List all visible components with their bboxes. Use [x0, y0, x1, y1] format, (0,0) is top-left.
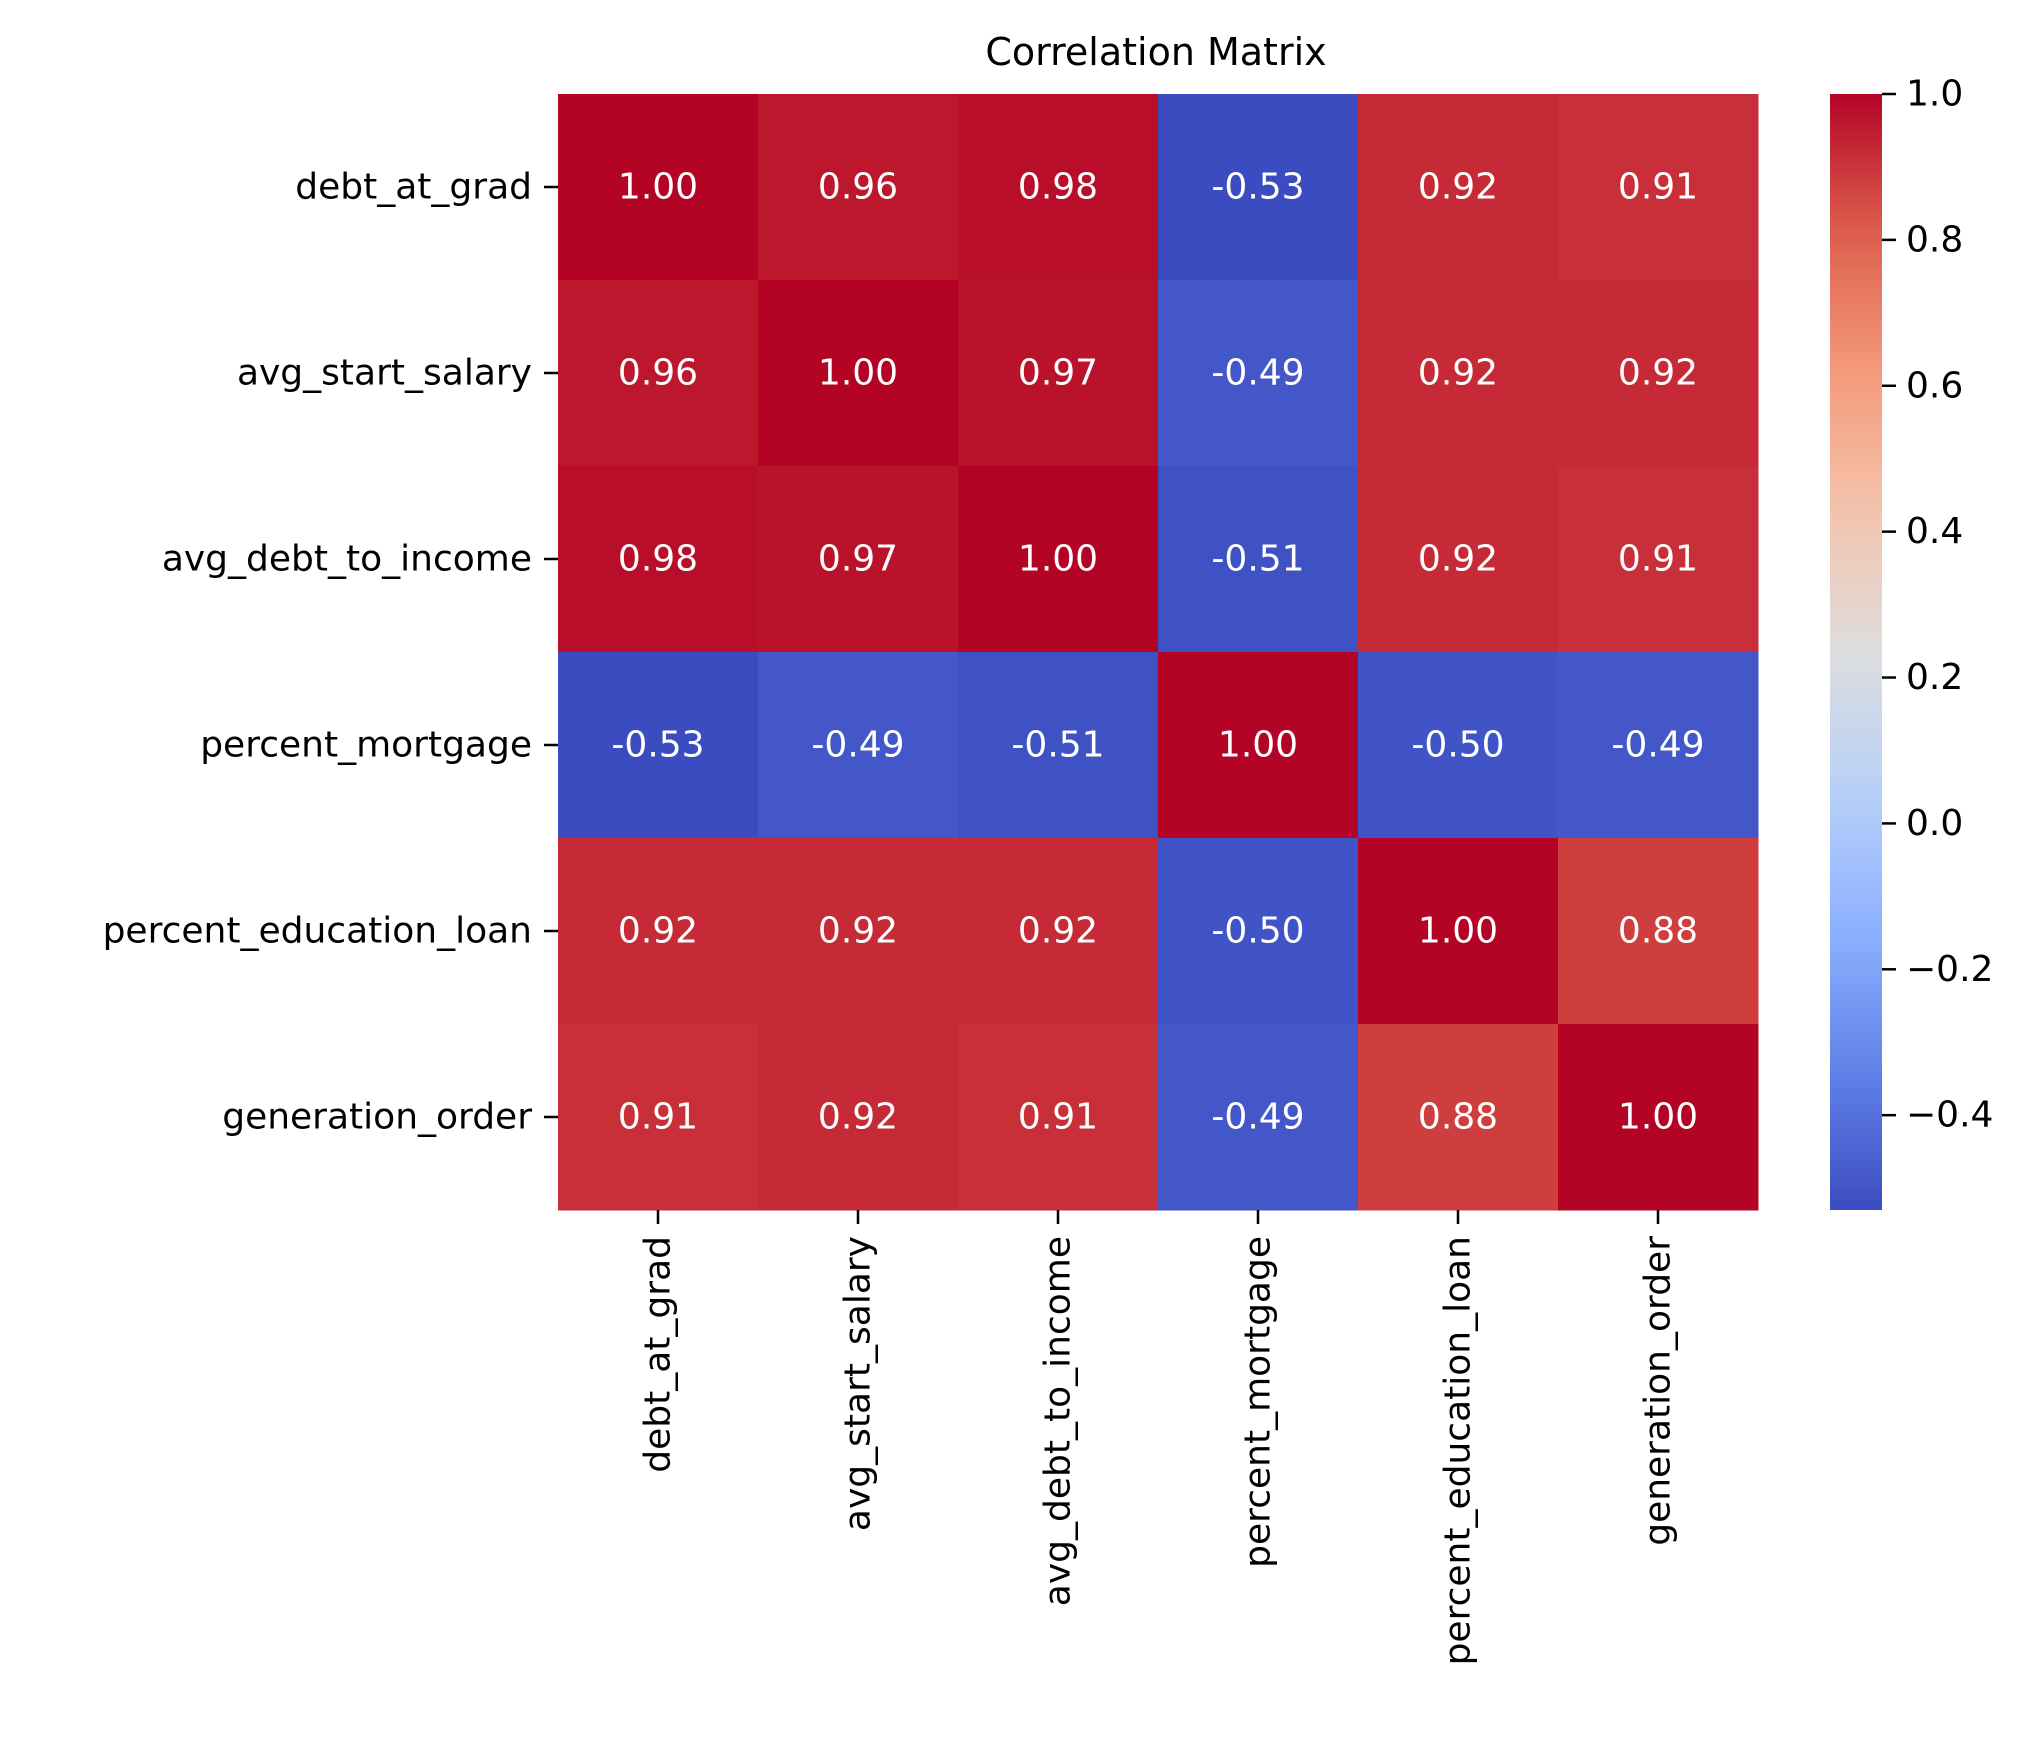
- heatmap-cell: [1158, 838, 1359, 1025]
- cell-value-label: 1.00: [818, 353, 898, 394]
- heatmap-cell: [558, 652, 759, 839]
- heatmap-cell: [1158, 652, 1359, 839]
- heatmap-cell: [958, 280, 1159, 467]
- cell-value-label: 0.92: [1418, 167, 1498, 208]
- cell-value-label: 1.00: [1618, 1097, 1698, 1138]
- cell-value-label: -0.49: [1611, 725, 1704, 766]
- x-tick-label: avg_debt_to_income: [1038, 1236, 1079, 1606]
- heatmap-cell: [1158, 1024, 1359, 1211]
- cell-value-label: 0.91: [1618, 539, 1698, 580]
- colorbar-tick-label: 0.8: [1906, 219, 1963, 260]
- chart-title: Correlation Matrix: [985, 30, 1326, 74]
- cell-value-label: 1.00: [1018, 539, 1098, 580]
- heatmap-cell: [958, 466, 1159, 653]
- y-tick-label: avg_debt_to_income: [162, 539, 532, 580]
- heatmap-cell: [1558, 1024, 1759, 1211]
- colorbar-tick-label: 0.6: [1906, 365, 1963, 406]
- heatmap-cell: [1558, 652, 1759, 839]
- heatmap-cell: [958, 1024, 1159, 1211]
- heatmap-cell: [758, 1024, 959, 1211]
- cell-value-label: -0.51: [1011, 725, 1104, 766]
- cell-value-label: 0.97: [1018, 353, 1098, 394]
- cell-value-label: 0.96: [818, 167, 898, 208]
- cell-value-label: 0.92: [1618, 353, 1698, 394]
- x-tick-label: percent_mortgage: [1238, 1236, 1279, 1568]
- cell-value-label: 0.98: [618, 539, 698, 580]
- heatmap-cell: [1158, 280, 1359, 467]
- y-tick-label: percent_education_loan: [103, 911, 532, 952]
- cell-value-label: 0.92: [1018, 911, 1098, 952]
- colorbar-tick-label: −0.4: [1906, 1095, 1993, 1136]
- cell-value-label: -0.50: [1211, 911, 1304, 952]
- heatmap-cell: [558, 1024, 759, 1211]
- heatmap-cell: [1358, 652, 1559, 839]
- cell-value-label: 0.88: [1618, 911, 1698, 952]
- cell-value-label: 0.88: [1418, 1097, 1498, 1138]
- heatmap-cell: [1558, 466, 1759, 653]
- heatmap-cell: [1358, 94, 1559, 281]
- heatmap-cell: [758, 466, 959, 653]
- heatmap-cell: [958, 838, 1159, 1025]
- x-tick-label: avg_start_salary: [838, 1236, 879, 1531]
- cell-value-label: 1.00: [618, 167, 698, 208]
- heatmap-cell: [1158, 466, 1359, 653]
- heatmap-cell: [558, 466, 759, 653]
- heatmap-cell: [958, 652, 1159, 839]
- cell-value-label: -0.50: [1411, 725, 1504, 766]
- cell-value-label: 0.92: [1418, 353, 1498, 394]
- heatmap-cell: [758, 280, 959, 467]
- cell-value-label: 0.98: [1018, 167, 1098, 208]
- y-axis: debt_at_grad avg_start_salary avg_debt_to_…: [103, 167, 558, 1138]
- heatmap-cell: [1358, 1024, 1559, 1211]
- cell-value-label: -0.53: [611, 725, 704, 766]
- heatmap-cell: [758, 838, 959, 1025]
- x-axis: debt_at_grad avg_start_salary avg_debt_to_…: [638, 1210, 1679, 1665]
- cell-value-label: -0.49: [1211, 353, 1304, 394]
- x-tick-label: percent_education_loan: [1438, 1236, 1479, 1665]
- y-tick-label: debt_at_grad: [295, 167, 532, 208]
- heatmap-cell: [1358, 466, 1559, 653]
- colorbar-gradient: [1830, 94, 1882, 1210]
- heatmap-cell: [958, 94, 1159, 281]
- heatmap-cell: [1358, 280, 1559, 467]
- colorbar-tick-label: 0.0: [1906, 803, 1963, 844]
- heatmap-cell: [1358, 838, 1559, 1025]
- cell-value-label: 0.92: [1418, 539, 1498, 580]
- cell-value-label: 0.91: [618, 1097, 698, 1138]
- cell-value-label: 0.96: [618, 353, 698, 394]
- colorbar-tick-label: 1.0: [1906, 74, 1963, 115]
- heatmap-cell: [558, 94, 759, 281]
- heatmap-cell: [558, 280, 759, 467]
- heatmap-cell: [1558, 838, 1759, 1025]
- cell-value-label: -0.51: [1211, 539, 1304, 580]
- cell-value-label: 0.91: [1618, 167, 1698, 208]
- x-tick-label: generation_order: [1638, 1236, 1679, 1546]
- colorbar-tick-label: 0.4: [1906, 511, 1963, 552]
- heatmap-cell: [1558, 94, 1759, 281]
- heatmap-cells: 1.00 0.96 0.98 -0.53 0.92 0.91 0.96 1.00 0.97 -0.…: [558, 94, 1759, 1211]
- colorbar: 1.0 0.8 0.6 0.4 0.2 0.0 −0.2 −0.4: [1830, 74, 1993, 1210]
- y-tick-label: percent_mortgage: [200, 725, 532, 766]
- cell-value-label: 1.00: [1218, 725, 1298, 766]
- cell-value-label: 0.92: [618, 911, 698, 952]
- heatmap-cell: [558, 838, 759, 1025]
- cell-value-label: -0.49: [1211, 1097, 1304, 1138]
- colorbar-tick-label: −0.2: [1906, 949, 1993, 990]
- cell-value-label: 0.91: [1018, 1097, 1098, 1138]
- cell-value-label: -0.49: [811, 725, 904, 766]
- cell-value-label: 0.97: [818, 539, 898, 580]
- cell-value-label: 0.92: [818, 1097, 898, 1138]
- cell-value-label: -0.53: [1211, 167, 1304, 208]
- colorbar-tick-label: 0.2: [1906, 657, 1963, 698]
- y-tick-label: avg_start_salary: [237, 353, 532, 394]
- heatmap-cell: [758, 652, 959, 839]
- heatmap-cell: [758, 94, 959, 281]
- heatmap-cell: [1158, 94, 1359, 281]
- cell-value-label: 1.00: [1418, 911, 1498, 952]
- x-tick-label: debt_at_grad: [638, 1236, 679, 1473]
- cell-value-label: 0.92: [818, 911, 898, 952]
- y-tick-label: generation_order: [222, 1097, 532, 1138]
- heatmap-cell: [1558, 280, 1759, 467]
